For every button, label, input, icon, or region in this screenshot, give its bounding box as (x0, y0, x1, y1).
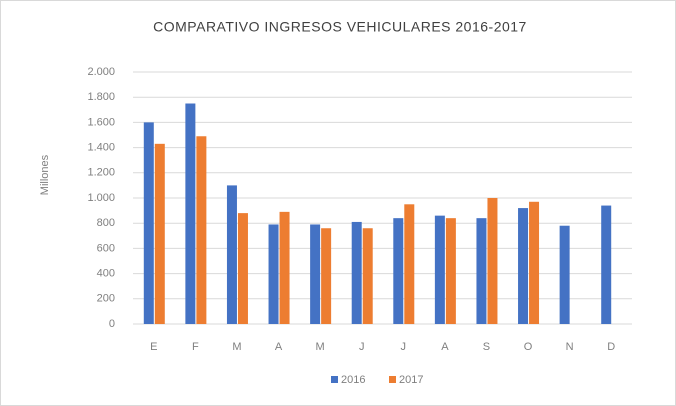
bar (351, 221, 362, 324)
bar (518, 208, 529, 324)
y-tick-label: 1.600 (87, 116, 115, 128)
legend-label: 2017 (399, 374, 423, 386)
y-tick-label: 200 (97, 293, 115, 305)
bar (310, 224, 321, 324)
x-tick-label: D (607, 341, 615, 353)
bar (321, 228, 332, 324)
x-tick-label: E (150, 341, 157, 353)
y-tick-label: 600 (97, 242, 115, 254)
y-tick-label: 0 (109, 318, 115, 330)
bar (559, 225, 570, 324)
bar (185, 103, 196, 324)
bar (445, 218, 456, 324)
bar (393, 218, 404, 324)
x-tick-label: J (359, 341, 365, 353)
y-tick-label: 2.000 (87, 66, 115, 78)
y-axis-label: Millones (39, 154, 51, 195)
x-tick-label: N (566, 341, 574, 353)
y-tick-label: 1.400 (87, 142, 115, 154)
bar (154, 143, 165, 324)
x-tick-label: J (401, 341, 407, 353)
y-tick-label: 400 (97, 268, 115, 280)
x-tick-label: M (316, 341, 325, 353)
bar (601, 205, 612, 324)
legend-swatch (331, 376, 338, 383)
x-tick-label: A (275, 341, 283, 353)
legend-swatch (389, 376, 396, 383)
bar (362, 228, 373, 324)
bar (143, 122, 154, 325)
y-tick-label: 1.800 (87, 91, 115, 103)
bar (529, 201, 540, 324)
chart-title: COMPARATIVO INGRESOS VEHICULARES 2016-20… (153, 19, 527, 35)
bar (476, 218, 487, 324)
bar (434, 215, 445, 324)
x-tick-label: M (232, 341, 241, 353)
x-tick-label: S (483, 341, 490, 353)
x-tick-label: O (524, 341, 533, 353)
bar (404, 204, 415, 324)
bar (279, 211, 290, 324)
y-tick-label: 1.000 (87, 192, 115, 204)
x-tick-label: A (441, 341, 449, 353)
bar (268, 224, 279, 324)
bar (226, 185, 237, 324)
legend-label: 2016 (341, 374, 365, 386)
y-tick-label: 1.200 (87, 167, 115, 179)
bar (237, 213, 248, 324)
bar (487, 198, 498, 324)
x-tick-label: F (192, 341, 199, 353)
y-tick-label: 800 (97, 217, 115, 229)
bar (196, 136, 207, 324)
